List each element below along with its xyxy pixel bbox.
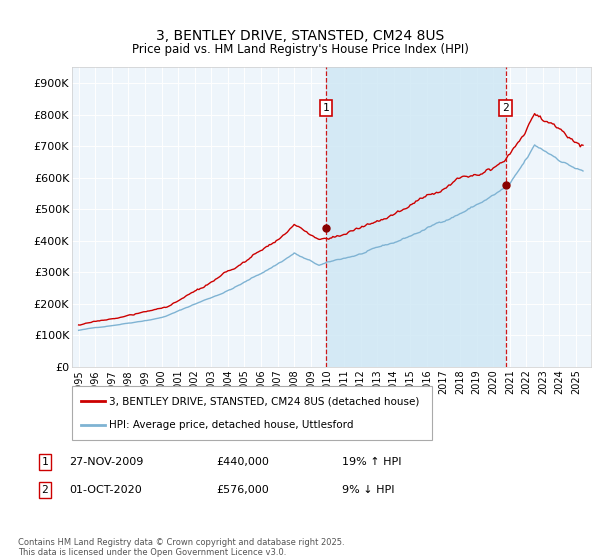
Text: 9% ↓ HPI: 9% ↓ HPI — [342, 485, 395, 495]
Text: 2: 2 — [41, 485, 49, 495]
Text: Contains HM Land Registry data © Crown copyright and database right 2025.
This d: Contains HM Land Registry data © Crown c… — [18, 538, 344, 557]
Text: Price paid vs. HM Land Registry's House Price Index (HPI): Price paid vs. HM Land Registry's House … — [131, 43, 469, 56]
Text: 1: 1 — [41, 457, 49, 467]
Text: 3, BENTLEY DRIVE, STANSTED, CM24 8US: 3, BENTLEY DRIVE, STANSTED, CM24 8US — [156, 29, 444, 44]
Text: 01-OCT-2020: 01-OCT-2020 — [69, 485, 142, 495]
Text: 3, BENTLEY DRIVE, STANSTED, CM24 8US (detached house): 3, BENTLEY DRIVE, STANSTED, CM24 8US (de… — [109, 396, 419, 407]
Text: 19% ↑ HPI: 19% ↑ HPI — [342, 457, 401, 467]
Text: £440,000: £440,000 — [216, 457, 269, 467]
Text: 1: 1 — [323, 103, 329, 113]
Text: 2: 2 — [502, 103, 509, 113]
Text: HPI: Average price, detached house, Uttlesford: HPI: Average price, detached house, Uttl… — [109, 419, 354, 430]
Text: 27-NOV-2009: 27-NOV-2009 — [69, 457, 143, 467]
Bar — [326, 67, 506, 367]
Text: £576,000: £576,000 — [216, 485, 269, 495]
